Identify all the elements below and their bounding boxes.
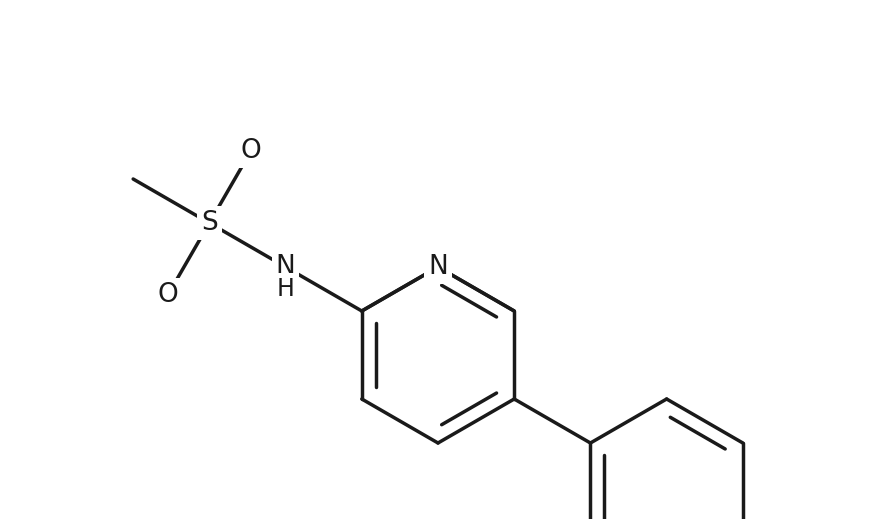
Text: N: N <box>428 254 448 280</box>
Text: H: H <box>276 277 294 301</box>
Text: O: O <box>157 282 178 308</box>
Text: S: S <box>201 210 218 236</box>
Text: O: O <box>241 138 261 163</box>
Text: N: N <box>276 254 295 280</box>
